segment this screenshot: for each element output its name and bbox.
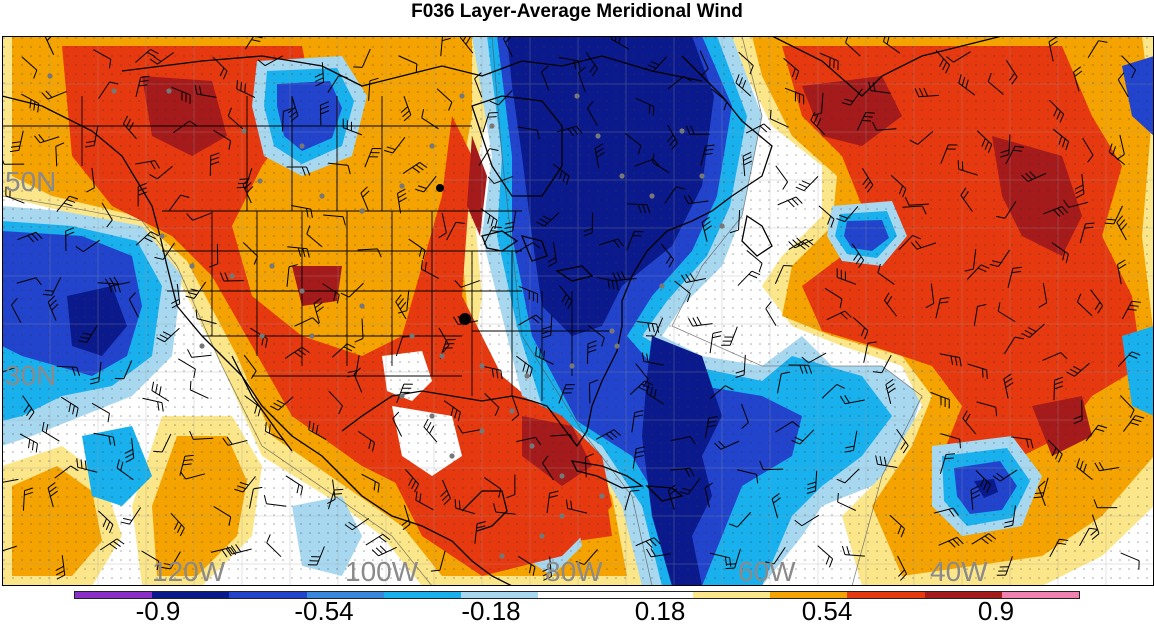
station-dot xyxy=(489,123,494,128)
station-dot xyxy=(229,273,234,278)
colorbar-label: 0.18 xyxy=(635,598,686,624)
station-dot xyxy=(609,328,614,333)
colorbar-label: -0.18 xyxy=(461,598,520,624)
station-dot xyxy=(539,533,544,538)
station-dot xyxy=(359,208,364,213)
station-dot xyxy=(559,473,564,478)
station-dot xyxy=(319,193,324,198)
station-dot xyxy=(241,128,246,133)
highlight-station-dot xyxy=(459,313,471,325)
station-dot xyxy=(569,363,574,368)
station-dot xyxy=(111,88,116,93)
colorbar-segment xyxy=(847,592,924,598)
lon-label-100w: 100W xyxy=(345,558,418,586)
wind-map-svg xyxy=(2,36,1154,586)
lon-label-80w: 80W xyxy=(545,558,603,586)
station-dot xyxy=(509,408,514,413)
station-dot xyxy=(299,288,304,293)
station-dot xyxy=(429,413,434,418)
colorbar xyxy=(74,591,1080,599)
station-dot xyxy=(259,333,264,338)
lon-label-120w: 120W xyxy=(152,558,225,586)
lon-label-40w: 40W xyxy=(930,558,988,586)
station-dot xyxy=(599,493,604,498)
station-dot xyxy=(299,143,304,148)
lat-label-30n: 30N xyxy=(5,362,56,390)
lat-label-50n: 50N xyxy=(5,168,56,196)
station-dot xyxy=(479,363,484,368)
station-dot xyxy=(399,393,404,398)
station-dot xyxy=(159,233,164,238)
colorbar-segment xyxy=(384,592,461,598)
colorbar-label: -0.54 xyxy=(294,598,353,624)
station-dot xyxy=(399,183,404,188)
station-dot xyxy=(614,343,619,348)
station-dot xyxy=(619,173,624,178)
station-dot xyxy=(524,373,529,378)
station-dot xyxy=(359,303,364,308)
station-dot xyxy=(199,343,204,348)
station-dot xyxy=(529,443,534,448)
station-dot xyxy=(166,88,171,93)
station-dot xyxy=(479,428,484,433)
station-dot xyxy=(499,553,504,558)
station-dot xyxy=(595,133,600,138)
station-dot xyxy=(679,128,684,133)
wind-map xyxy=(2,36,1154,586)
station-dot xyxy=(659,283,664,288)
highlight-station-dot xyxy=(436,184,444,192)
station-dot xyxy=(574,93,579,98)
lon-label-60w: 60W xyxy=(738,558,796,586)
station-dot xyxy=(429,143,434,148)
station-dot xyxy=(439,353,444,358)
colorbar-label: 0.54 xyxy=(802,598,853,624)
station-dot xyxy=(699,173,704,178)
station-dot xyxy=(309,333,314,338)
colorbar-label: -0.9 xyxy=(136,598,181,624)
station-dot xyxy=(719,223,724,228)
colorbar-segment xyxy=(693,592,770,598)
station-dot xyxy=(47,73,52,78)
colorbar-label: 0.9 xyxy=(978,598,1014,624)
station-dot xyxy=(559,513,564,518)
colorbar-segment xyxy=(538,592,615,598)
station-dot xyxy=(189,263,194,268)
station-dot xyxy=(409,333,414,338)
station-dot xyxy=(649,193,654,198)
station-dot xyxy=(257,178,262,183)
station-dot xyxy=(449,453,454,458)
map-title: F036 Layer-Average Meridional Wind xyxy=(0,0,1154,34)
station-dot xyxy=(459,93,464,98)
station-dot xyxy=(269,263,274,268)
